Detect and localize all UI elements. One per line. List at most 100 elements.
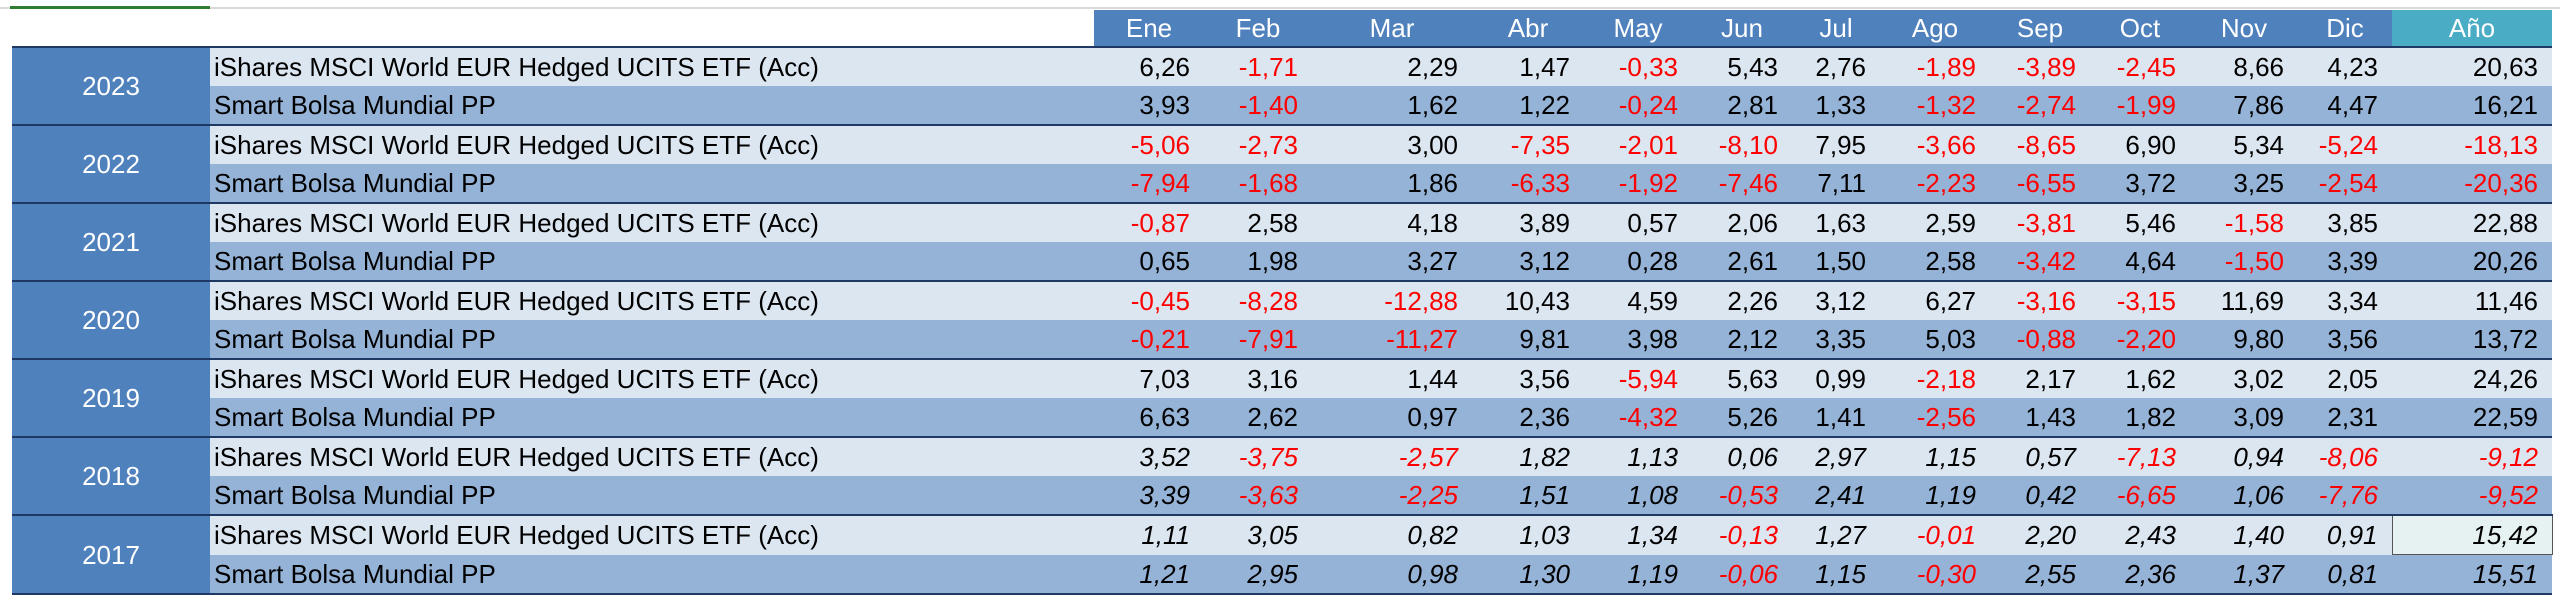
monthly-return-cell[interactable]: 2,62 — [1204, 398, 1312, 437]
monthly-return-cell[interactable]: -3,63 — [1204, 476, 1312, 515]
monthly-return-cell[interactable]: 1,82 — [1472, 436, 1584, 476]
monthly-return-cell[interactable]: -2,54 — [2298, 164, 2392, 203]
monthly-return-cell[interactable]: -1,89 — [1880, 46, 1990, 86]
monthly-return-cell[interactable]: 2,61 — [1692, 242, 1792, 281]
monthly-return-cell[interactable]: 1,47 — [1472, 46, 1584, 86]
monthly-return-cell[interactable]: -0,01 — [1880, 514, 1990, 555]
monthly-return-cell[interactable]: 0,42 — [1990, 476, 2090, 515]
monthly-return-cell[interactable]: 10,43 — [1472, 280, 1584, 320]
monthly-return-cell[interactable]: -1,68 — [1204, 164, 1312, 203]
monthly-return-cell[interactable]: 1,43 — [1990, 398, 2090, 437]
monthly-return-cell[interactable]: -6,33 — [1472, 164, 1584, 203]
header-month[interactable]: Jul — [1792, 10, 1880, 47]
header-month[interactable]: Feb — [1204, 10, 1312, 47]
monthly-return-cell[interactable]: 3,39 — [2298, 242, 2392, 281]
monthly-return-cell[interactable]: 1,08 — [1584, 476, 1692, 515]
monthly-return-cell[interactable]: -8,06 — [2298, 436, 2392, 476]
monthly-return-cell[interactable]: -0,53 — [1692, 476, 1792, 515]
monthly-return-cell[interactable]: 1,86 — [1312, 164, 1472, 203]
monthly-return-cell[interactable]: -3,89 — [1990, 46, 2090, 86]
monthly-return-cell[interactable]: -5,94 — [1584, 358, 1692, 398]
monthly-return-cell[interactable]: 2,36 — [1472, 398, 1584, 437]
monthly-return-cell[interactable]: 1,06 — [2190, 476, 2298, 515]
monthly-return-cell[interactable]: -2,18 — [1880, 358, 1990, 398]
monthly-return-cell[interactable]: 3,89 — [1472, 202, 1584, 242]
monthly-return-cell[interactable]: -4,32 — [1584, 398, 1692, 437]
monthly-return-cell[interactable]: 2,59 — [1880, 202, 1990, 242]
monthly-return-cell[interactable]: -1,71 — [1204, 46, 1312, 86]
monthly-return-cell[interactable]: 6,27 — [1880, 280, 1990, 320]
annual-return-cell[interactable]: -20,36 — [2392, 164, 2552, 203]
monthly-return-cell[interactable]: -11,27 — [1312, 320, 1472, 359]
monthly-return-cell[interactable]: -3,15 — [2090, 280, 2190, 320]
monthly-return-cell[interactable]: -5,06 — [1094, 124, 1204, 164]
monthly-return-cell[interactable]: 2,58 — [1880, 242, 1990, 281]
monthly-return-cell[interactable]: 5,03 — [1880, 320, 1990, 359]
monthly-return-cell[interactable]: -1,58 — [2190, 202, 2298, 242]
monthly-return-cell[interactable]: 1,30 — [1472, 554, 1584, 595]
fund-name-cell[interactable]: Smart Bolsa Mundial PP — [210, 242, 1094, 281]
monthly-return-cell[interactable]: -1,99 — [2090, 86, 2190, 125]
monthly-return-cell[interactable]: -1,40 — [1204, 86, 1312, 125]
monthly-return-cell[interactable]: -0,88 — [1990, 320, 2090, 359]
monthly-return-cell[interactable]: 2,41 — [1792, 476, 1880, 515]
header-month[interactable]: Oct — [2090, 10, 2190, 47]
monthly-return-cell[interactable]: -2,25 — [1312, 476, 1472, 515]
monthly-return-cell[interactable]: 4,18 — [1312, 202, 1472, 242]
monthly-return-cell[interactable]: 4,64 — [2090, 242, 2190, 281]
monthly-return-cell[interactable]: -2,73 — [1204, 124, 1312, 164]
monthly-return-cell[interactable]: -2,56 — [1880, 398, 1990, 437]
year-cell[interactable]: 2022 — [12, 124, 210, 204]
monthly-return-cell[interactable]: 7,95 — [1792, 124, 1880, 164]
monthly-return-cell[interactable]: -2,23 — [1880, 164, 1990, 203]
monthly-return-cell[interactable]: -0,30 — [1880, 554, 1990, 595]
monthly-return-cell[interactable]: -12,88 — [1312, 280, 1472, 320]
monthly-return-cell[interactable]: 3,98 — [1584, 320, 1692, 359]
annual-return-cell[interactable]: 24,26 — [2392, 358, 2552, 398]
monthly-return-cell[interactable]: 1,27 — [1792, 514, 1880, 555]
header-month[interactable]: May — [1584, 10, 1692, 47]
monthly-return-cell[interactable]: 1,41 — [1792, 398, 1880, 437]
monthly-return-cell[interactable]: -2,57 — [1312, 436, 1472, 476]
monthly-return-cell[interactable]: -2,01 — [1584, 124, 1692, 164]
monthly-return-cell[interactable]: -3,66 — [1880, 124, 1990, 164]
monthly-return-cell[interactable]: 3,35 — [1792, 320, 1880, 359]
year-cell[interactable]: 2019 — [12, 358, 210, 438]
monthly-return-cell[interactable]: 0,97 — [1312, 398, 1472, 437]
header-month[interactable]: Ago — [1880, 10, 1990, 47]
fund-name-cell[interactable]: iShares MSCI World EUR Hedged UCITS ETF … — [210, 124, 1094, 164]
monthly-return-cell[interactable]: 0,98 — [1312, 554, 1472, 595]
monthly-return-cell[interactable]: 5,63 — [1692, 358, 1792, 398]
monthly-return-cell[interactable]: -0,33 — [1584, 46, 1692, 86]
monthly-return-cell[interactable]: 3,72 — [2090, 164, 2190, 203]
monthly-return-cell[interactable]: 1,13 — [1584, 436, 1692, 476]
monthly-return-cell[interactable]: -8,28 — [1204, 280, 1312, 320]
monthly-return-cell[interactable]: 1,98 — [1204, 242, 1312, 281]
annual-return-cell[interactable]: 20,26 — [2392, 242, 2552, 281]
monthly-return-cell[interactable]: 3,09 — [2190, 398, 2298, 437]
monthly-return-cell[interactable]: 7,11 — [1792, 164, 1880, 203]
monthly-return-cell[interactable]: 3,02 — [2190, 358, 2298, 398]
year-cell[interactable]: 2023 — [12, 46, 210, 126]
monthly-return-cell[interactable]: 2,05 — [2298, 358, 2392, 398]
monthly-return-cell[interactable]: 11,69 — [2190, 280, 2298, 320]
monthly-return-cell[interactable]: 2,95 — [1204, 554, 1312, 595]
monthly-return-cell[interactable]: 6,90 — [2090, 124, 2190, 164]
annual-return-cell[interactable]: 22,59 — [2392, 398, 2552, 437]
monthly-return-cell[interactable]: 4,59 — [1584, 280, 1692, 320]
header-year-total[interactable]: Año — [2392, 10, 2552, 47]
monthly-return-cell[interactable]: 1,11 — [1094, 514, 1204, 555]
monthly-return-cell[interactable]: 6,26 — [1094, 46, 1204, 86]
monthly-return-cell[interactable]: 7,86 — [2190, 86, 2298, 125]
monthly-return-cell[interactable]: 3,25 — [2190, 164, 2298, 203]
monthly-return-cell[interactable]: -7,35 — [1472, 124, 1584, 164]
fund-name-cell[interactable]: iShares MSCI World EUR Hedged UCITS ETF … — [210, 436, 1094, 476]
monthly-return-cell[interactable]: 6,63 — [1094, 398, 1204, 437]
monthly-return-cell[interactable]: 0,06 — [1692, 436, 1792, 476]
monthly-return-cell[interactable]: -0,21 — [1094, 320, 1204, 359]
monthly-return-cell[interactable]: -1,92 — [1584, 164, 1692, 203]
header-month[interactable]: Nov — [2190, 10, 2298, 47]
monthly-return-cell[interactable]: 0,94 — [2190, 436, 2298, 476]
monthly-return-cell[interactable]: 2,12 — [1692, 320, 1792, 359]
year-cell[interactable]: 2018 — [12, 436, 210, 516]
